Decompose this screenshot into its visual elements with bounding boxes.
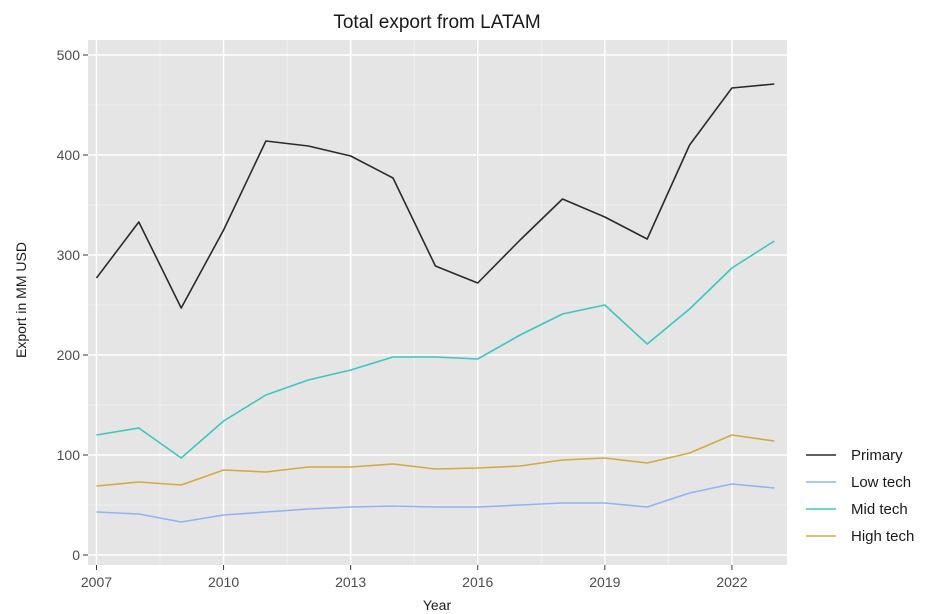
series-line-primary: [95, 83, 775, 309]
grid-lines: [88, 40, 787, 565]
legend-label: High tech: [851, 528, 914, 545]
y-tick-label: 0: [72, 547, 80, 563]
y-tick-label: 300: [57, 247, 81, 263]
legend-label: Mid tech: [851, 501, 908, 518]
series-line-mid-tech: [96, 240, 775, 459]
y-tick-label: 500: [57, 47, 81, 63]
plot-panel: [88, 40, 787, 565]
y-axis-label: Export in MM USD: [13, 242, 29, 358]
y-tick-label: 100: [57, 447, 81, 463]
x-tick-label: 2016: [462, 574, 493, 590]
x-tick-label: 2022: [716, 574, 747, 590]
x-axis-label: Year: [423, 597, 452, 613]
x-tick-label: 2007: [81, 574, 112, 590]
x-tick-label: 2013: [335, 574, 366, 590]
series-line-high-tech: [96, 434, 775, 487]
legend-label: Primary: [851, 447, 903, 464]
x-tick-label: 2010: [208, 574, 239, 590]
legend-label: Low tech: [851, 474, 911, 491]
y-tick-label: 200: [57, 347, 81, 363]
legend: Primary Low tech Mid tech High tech: [806, 447, 914, 545]
axes: 0 100 200 300 400 500 2007 2010 2013 2016 2019 2022: [57, 47, 748, 590]
y-tick-label: 400: [57, 147, 81, 163]
series-lines: [95, 83, 775, 523]
x-tick-label: 2019: [589, 574, 620, 590]
chart-title: Total export from LATAM: [333, 12, 540, 33]
series-line-low-tech: [96, 483, 775, 523]
